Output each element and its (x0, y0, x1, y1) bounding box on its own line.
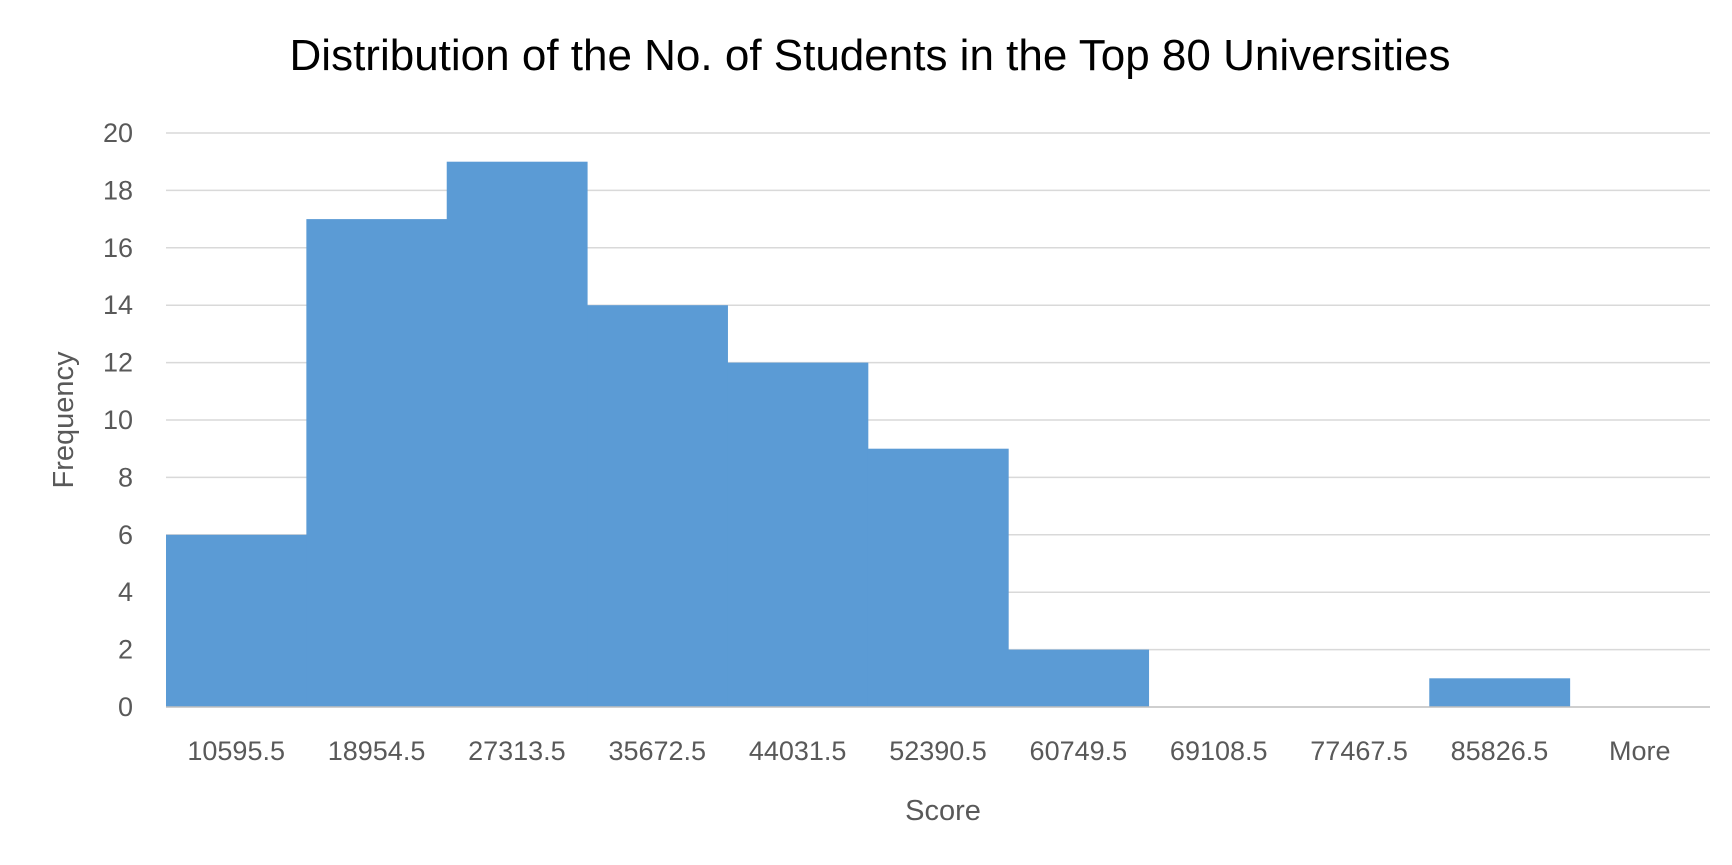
x-tick-label: 27313.5 (468, 736, 566, 766)
x-axis-ticks: 10595.5 18954.5 27313.5 35672.5 44031.5 52390… (187, 736, 1670, 766)
y-tick-label: 12 (103, 348, 133, 378)
x-tick-label: 69108.5 (1170, 736, 1268, 766)
bar-85826.5 (1429, 678, 1571, 707)
y-tick-label: 20 (103, 118, 133, 148)
y-tick-label: 2 (118, 635, 133, 665)
bar-10595.5 (166, 534, 307, 707)
bar-60749.5 (1008, 649, 1150, 707)
bar-35672.5 (587, 305, 728, 707)
x-tick-label: 18954.5 (328, 736, 426, 766)
x-tick-label: 44031.5 (749, 736, 847, 766)
x-tick-label: 77467.5 (1310, 736, 1408, 766)
y-tick-label: 8 (118, 462, 133, 492)
y-tick-label: 14 (103, 290, 133, 320)
y-axis-title: Frequency (48, 351, 80, 489)
y-tick-label: 0 (118, 692, 133, 722)
x-axis-title: Score (905, 795, 981, 827)
y-tick-label: 10 (103, 405, 133, 435)
bars (166, 161, 1571, 707)
y-axis-ticks: 0 2 4 6 8 10 12 14 16 18 20 (103, 118, 133, 722)
y-tick-label: 6 (118, 520, 133, 550)
bar-18954.5 (306, 219, 448, 707)
x-tick-label: More (1609, 736, 1671, 766)
x-tick-label: 52390.5 (889, 736, 987, 766)
x-tick-label: 85826.5 (1451, 736, 1549, 766)
x-tick-label: 10595.5 (187, 736, 285, 766)
x-tick-label: 60749.5 (1030, 736, 1128, 766)
bar-52390.5 (867, 448, 1009, 707)
y-tick-label: 4 (118, 577, 133, 607)
bar-27313.5 (446, 161, 588, 707)
y-tick-label: 16 (103, 233, 133, 263)
x-tick-label: 35672.5 (608, 736, 706, 766)
chart-title: Distribution of the No. of Students in t… (290, 31, 1451, 80)
y-tick-label: 18 (103, 175, 133, 205)
bar-44031.5 (727, 362, 869, 707)
